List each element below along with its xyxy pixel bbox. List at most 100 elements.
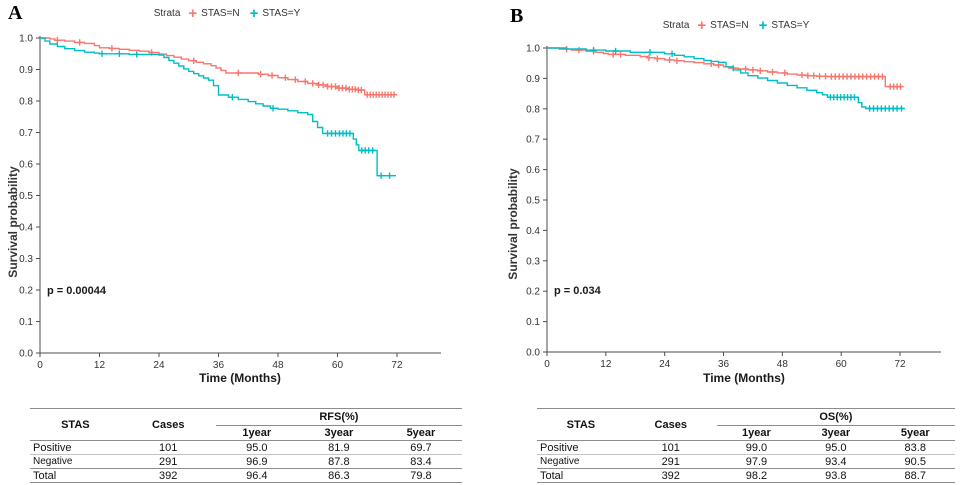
svg-text:36: 36 [718, 359, 730, 370]
km-plot-os: 0.0 0.1 0.2 0.3 0.4 0.5 0.6 0.7 0.8 0.9 1.0 0 12 24 36… [526, 44, 941, 370]
table-cell: 95.0 [215, 440, 298, 455]
svg-text:0.7: 0.7 [526, 135, 540, 146]
svg-text:0: 0 [37, 360, 43, 371]
rfs-table: STAS Cases RFS(%) 1year 3year 5year Posi… [30, 408, 462, 483]
table-cell: 88.7 [904, 469, 926, 482]
legend-item-stas-y: + STAS=Y [249, 4, 301, 22]
table-cell: 101 [624, 440, 717, 455]
table-cell: 86.3 [328, 469, 350, 482]
svg-text:0.6: 0.6 [19, 160, 33, 171]
table-cell: Total [540, 469, 564, 482]
col-header-3year: 3year [297, 425, 380, 441]
col-header-1year: 1year [215, 425, 298, 441]
table-cell: 87.8 [297, 454, 380, 469]
table-row: Negative 291 97.9 93.4 90.5 [537, 454, 955, 469]
svg-text:0.9: 0.9 [526, 74, 540, 85]
km-plot-rfs: 0.0 0.1 0.2 0.3 0.4 0.5 0.6 0.7 0.8 0.9 1.0 0 12 24 36… [19, 34, 441, 371]
svg-text:24: 24 [153, 360, 165, 371]
svg-text:0.8: 0.8 [526, 104, 540, 115]
svg-text:12: 12 [600, 359, 612, 370]
svg-text:0.0: 0.0 [526, 348, 540, 359]
legend-b: Strata + STAS=N + STAS=Y [499, 16, 968, 34]
table-row: Positive 101 99.0 95.0 83.8 [537, 440, 955, 455]
table-cell: 97.9 [716, 454, 797, 469]
svg-text:0.1: 0.1 [19, 317, 33, 328]
table-cell: 90.5 [875, 454, 955, 469]
table-cell: 291 [120, 454, 216, 469]
censor-plus-icon: + [697, 16, 707, 34]
legend-a: Strata + STAS=N + STAS=Y [0, 4, 474, 22]
svg-text:48: 48 [777, 359, 789, 370]
table-cell: 101 [120, 440, 216, 455]
svg-text:0.9: 0.9 [19, 65, 33, 76]
svg-text:0.0: 0.0 [19, 349, 33, 360]
col-header-cases: Cases [120, 408, 216, 441]
table-cell: 83.8 [875, 440, 955, 455]
table-cell: 93.8 [825, 469, 847, 482]
censor-plus-icon: + [758, 16, 768, 34]
table-cell: 79.8 [410, 469, 432, 482]
table-cell: Positive [537, 440, 625, 455]
table-cell: 392 [159, 469, 178, 482]
y-axis-label: Survival probability [6, 166, 20, 278]
panel-B: B Strata + STAS=N + STAS=Y 0.0 0.1 0.2 0.3 0… [484, 0, 968, 392]
svg-text:72: 72 [391, 360, 403, 371]
censor-plus-icon: + [249, 4, 259, 22]
table-cell: Negative [30, 454, 121, 469]
svg-text:0: 0 [544, 359, 550, 370]
table-row: Positive 101 95.0 81.9 69.7 [30, 440, 462, 455]
summary-tables: STAS Cases RFS(%) 1year 3year 5year Posi… [0, 392, 968, 485]
y-axis-label: Survival probability [506, 168, 520, 280]
svg-text:1.0: 1.0 [526, 44, 540, 55]
table-cell: 93.4 [796, 454, 876, 469]
legend-item-stas-y: + STAS=Y [758, 16, 810, 34]
table-row: Total 392 98.2 93.8 88.7 [537, 469, 955, 483]
svg-text:12: 12 [94, 360, 106, 371]
svg-text:0.7: 0.7 [19, 128, 33, 139]
svg-text:0.2: 0.2 [19, 286, 33, 297]
table-cell: 98.2 [745, 469, 768, 482]
table-row: Total 392 96.4 86.3 79.8 [30, 469, 462, 483]
col-header-1year: 1year [716, 425, 797, 441]
svg-text:24: 24 [659, 359, 671, 370]
survival-figure: A Strata + STAS=N + STAS=Y 0.0 0.1 0.2 0.3 0… [0, 0, 968, 392]
legend-title: Strata [153, 8, 181, 19]
col-header-stas: STAS [537, 408, 625, 441]
svg-text:0.4: 0.4 [526, 226, 540, 237]
panel-A: A Strata + STAS=N + STAS=Y 0.0 0.1 0.2 0.3 0… [0, 0, 484, 392]
col-header-3year: 3year [796, 425, 876, 441]
group-header-os: OS(%) [716, 408, 955, 426]
table-cell: 69.7 [379, 440, 462, 455]
legend-item-stas-n: + STAS=N [697, 16, 749, 34]
svg-text:1.0: 1.0 [19, 34, 33, 45]
os-table: STAS Cases OS(%) 1year 3year 5year Posit… [537, 408, 955, 483]
p-value: p = 0.00044 [47, 285, 107, 297]
col-header-stas: STAS [30, 408, 121, 441]
svg-text:0.1: 0.1 [526, 317, 540, 328]
group-header-rfs: RFS(%) [215, 408, 462, 426]
svg-text:0.3: 0.3 [526, 256, 540, 267]
x-axis-label: Time (Months) [703, 371, 785, 385]
svg-text:72: 72 [894, 359, 906, 370]
table-cell: 81.9 [297, 440, 380, 455]
svg-text:60: 60 [836, 359, 848, 370]
svg-text:60: 60 [332, 360, 344, 371]
table-cell: 291 [624, 454, 717, 469]
svg-text:0.2: 0.2 [526, 287, 540, 298]
svg-text:0.8: 0.8 [19, 97, 33, 108]
legend-item-stas-n: + STAS=N [188, 4, 240, 22]
col-header-5year: 5year [875, 425, 955, 441]
col-header-5year: 5year [379, 425, 462, 441]
x-axis-label: Time (Months) [199, 371, 281, 385]
svg-text:48: 48 [272, 360, 284, 371]
table-cell: 392 [661, 469, 680, 482]
table-cell: 96.9 [215, 454, 298, 469]
col-header-cases: Cases [624, 408, 717, 441]
panel-label-a: A [8, 2, 23, 24]
svg-text:0.5: 0.5 [19, 191, 33, 202]
table-cell: 99.0 [716, 440, 797, 455]
svg-text:36: 36 [213, 360, 225, 371]
table-cell: Positive [30, 440, 121, 455]
table-cell: Total [33, 469, 57, 482]
table-cell: 95.0 [796, 440, 876, 455]
